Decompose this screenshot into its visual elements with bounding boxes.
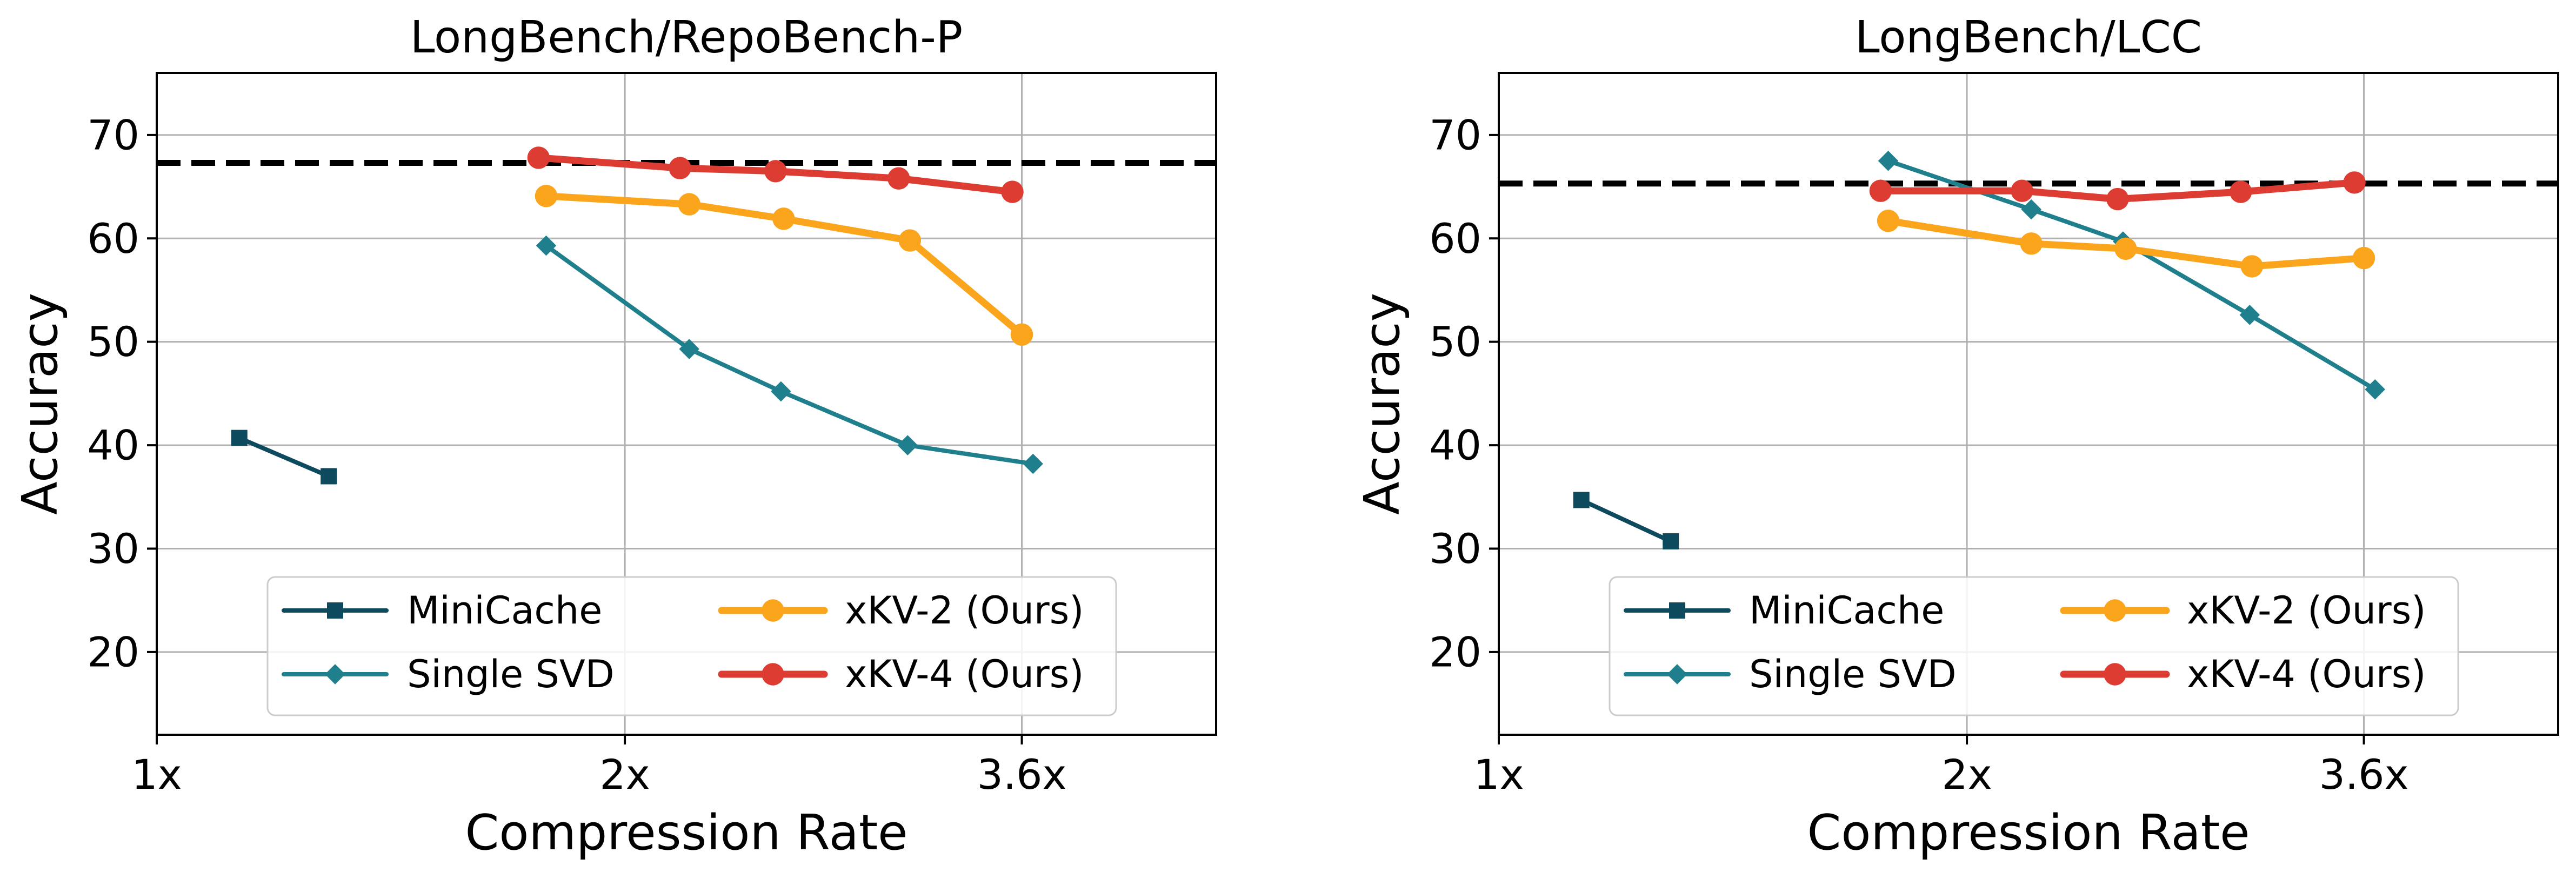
y-tick-label: 70 bbox=[1429, 111, 1481, 159]
y-tick-label: 30 bbox=[1429, 525, 1481, 573]
x-tick-label: 3.6x bbox=[977, 750, 1067, 799]
chart-panel-1: 20 30 40 50 60 70 1x 2x 3.6x LongBench/RepoBench-… bbox=[12, 12, 1217, 861]
x-tick-label: 1x bbox=[1473, 750, 1524, 799]
y-tick-label: 30 bbox=[87, 525, 139, 573]
data-point bbox=[669, 157, 691, 179]
data-point bbox=[2106, 187, 2129, 211]
legend: MiniCache Single SVD xKV-2 (Ours) xKV-4 (Ou… bbox=[1609, 576, 2459, 716]
data-point bbox=[536, 235, 557, 256]
y-tick-label: 70 bbox=[87, 111, 139, 159]
data-point bbox=[1869, 179, 1892, 202]
data-point bbox=[2240, 255, 2264, 278]
legend-marker bbox=[1667, 664, 1687, 685]
data-point bbox=[1878, 150, 1899, 171]
data-point bbox=[771, 381, 791, 402]
legend-marker bbox=[327, 602, 343, 619]
legend-marker bbox=[762, 663, 784, 686]
data-point bbox=[898, 229, 922, 252]
data-point bbox=[772, 207, 795, 230]
legend-label: xKV-4 (Ours) bbox=[2187, 652, 2426, 696]
legend: MiniCache Single SVD xKV-2 (Ours) xKV-4 (Ou… bbox=[266, 576, 1117, 716]
data-point bbox=[2114, 237, 2137, 260]
legend-marker bbox=[1669, 602, 1685, 619]
x-axis-label: Compression Rate bbox=[1807, 804, 2250, 861]
y-axis-label: Accuracy bbox=[1354, 293, 1411, 515]
data-point bbox=[535, 185, 558, 207]
data-point bbox=[897, 435, 918, 455]
x-tick-label: 3.6x bbox=[2319, 750, 2409, 799]
y-tick-label: 40 bbox=[87, 421, 139, 469]
x-axis-label: Compression Rate bbox=[465, 804, 908, 861]
y-tick-label: 20 bbox=[87, 628, 139, 676]
data-point bbox=[527, 146, 550, 169]
legend-label: xKV-4 (Ours) bbox=[845, 652, 1084, 696]
x-tick-label: 1x bbox=[131, 750, 182, 799]
y-tick-label: 60 bbox=[87, 214, 139, 263]
data-point bbox=[321, 468, 337, 485]
data-point bbox=[887, 167, 910, 190]
data-point bbox=[2021, 199, 2041, 220]
y-axis-label: Accuracy bbox=[12, 293, 69, 515]
legend-label: xKV-2 (Ours) bbox=[2187, 588, 2426, 633]
legend-marker bbox=[762, 599, 784, 622]
y-tick-label: 60 bbox=[1429, 214, 1481, 263]
data-point bbox=[678, 193, 700, 216]
legend-box bbox=[1609, 576, 2459, 716]
legend-marker bbox=[325, 664, 345, 685]
data-point bbox=[2365, 379, 2385, 400]
legend-label: MiniCache bbox=[407, 588, 602, 633]
data-point bbox=[2352, 246, 2375, 270]
legend-marker bbox=[2104, 599, 2126, 622]
y-tick-label: 20 bbox=[1429, 628, 1481, 676]
legend-marker bbox=[2104, 663, 2126, 686]
y-tick-label: 50 bbox=[87, 318, 139, 366]
legend-label: Single SVD bbox=[1749, 652, 1957, 696]
y-tick-label: 50 bbox=[1429, 318, 1481, 366]
legend-label: Single SVD bbox=[407, 652, 615, 696]
legend-box bbox=[266, 576, 1117, 716]
legend-label: MiniCache bbox=[1749, 588, 1944, 633]
data-point bbox=[2343, 171, 2366, 194]
legend-label: xKV-2 (Ours) bbox=[845, 588, 1084, 633]
data-point bbox=[231, 430, 248, 446]
series-line-square bbox=[1579, 498, 1673, 544]
x-tick-label: 2x bbox=[1941, 750, 1992, 799]
plot-frame bbox=[1498, 72, 2559, 736]
data-point bbox=[764, 160, 787, 183]
data-point bbox=[2239, 305, 2260, 325]
series-line-square bbox=[237, 435, 331, 479]
data-point bbox=[1010, 323, 1033, 346]
data-point bbox=[1877, 210, 1900, 232]
data-point bbox=[2230, 180, 2252, 203]
chart-panel-2: 20 30 40 50 60 70 1x 2x 3.6x LongBench/LCC Compres… bbox=[1354, 12, 2559, 861]
data-point bbox=[1001, 180, 1024, 203]
data-point bbox=[679, 339, 699, 359]
data-point bbox=[1023, 453, 1043, 474]
chart-title: LongBench/LCC bbox=[1855, 12, 2202, 63]
y-tick-label: 40 bbox=[1429, 421, 1481, 469]
chart-title: LongBench/RepoBench-P bbox=[410, 12, 963, 63]
data-point bbox=[1573, 492, 1590, 508]
data-point bbox=[1663, 533, 1679, 550]
x-tick-label: 2x bbox=[599, 750, 650, 799]
data-point bbox=[2011, 179, 2033, 202]
plot-frame bbox=[156, 72, 1217, 736]
data-point bbox=[2020, 232, 2043, 255]
